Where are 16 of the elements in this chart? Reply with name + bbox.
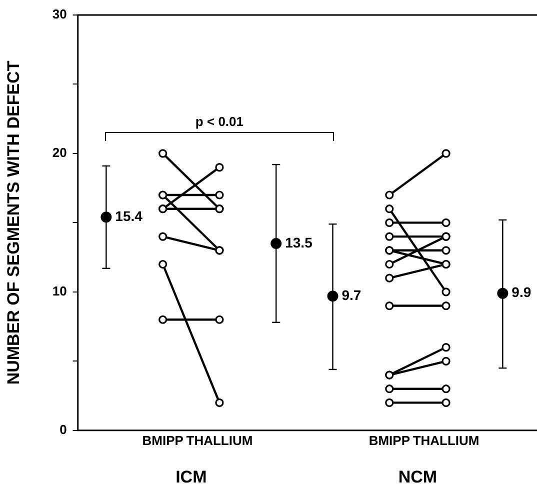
data-label: 9.9: [512, 284, 532, 300]
x-tick-label: THALLIUM: [412, 432, 480, 448]
data-label: 15.4: [115, 208, 143, 224]
x-tick-label: BMIPP: [368, 432, 410, 448]
y-axis-title: NUMBER OF SEGMENTS WITH DEFECT: [4, 60, 23, 385]
x-tick-label: THALLIUM: [186, 432, 253, 448]
y-tick-label: 0: [60, 422, 67, 437]
y-tick-label: 20: [52, 145, 67, 160]
x-tick-label: BMIPP: [142, 432, 184, 448]
text: ICM: [176, 467, 207, 486]
y-tick-label: 10: [52, 284, 67, 299]
data-label: 9.7: [342, 286, 362, 303]
text: NCM: [398, 467, 438, 486]
y-tick-label: 30: [52, 6, 67, 22]
data-label: 13.5: [285, 234, 313, 250]
annotation: p < 0.01: [195, 114, 244, 130]
